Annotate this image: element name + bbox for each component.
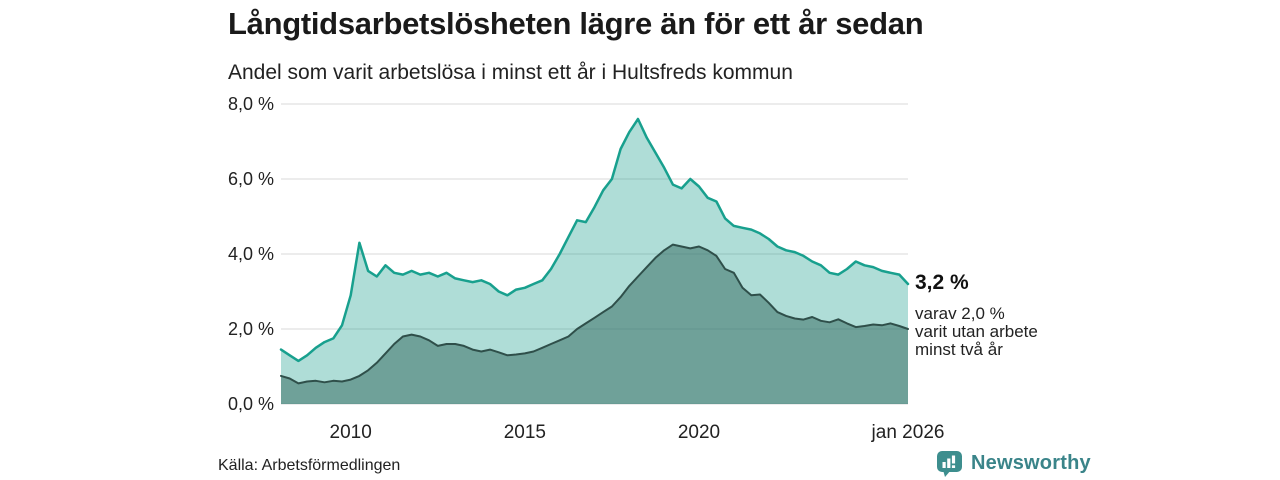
y-axis-tick-label: 4,0 % bbox=[228, 244, 274, 264]
y-axis-tick-label: 2,0 % bbox=[228, 319, 274, 339]
end-value-annotation: 3,2 % varav 2,0 % varit utan arbete mins… bbox=[915, 271, 1075, 359]
line-series-minst-ett-ar bbox=[279, 117, 910, 363]
end-value-detail: varav 2,0 % varit utan arbete minst två … bbox=[915, 305, 1075, 359]
newsworthy-logo: Newsworthy bbox=[936, 450, 1091, 477]
source-note: Källa: Arbetsförmedlingen bbox=[218, 457, 401, 474]
chart-title: Långtidsarbetslösheten lägre än för ett … bbox=[228, 6, 924, 41]
x-axis-tick-label: 2020 bbox=[678, 422, 720, 443]
end-value-detail-line: minst två år bbox=[915, 340, 1003, 359]
end-value-detail-line: varav 2,0 % bbox=[915, 304, 1005, 323]
x-axis-tick-label: jan 2026 bbox=[871, 422, 945, 443]
y-axis-tick-label: 6,0 % bbox=[228, 169, 274, 189]
area-series-minst-tva-ar bbox=[281, 244, 908, 404]
newsworthy-icon bbox=[937, 451, 962, 477]
chart-subtitle: Andel som varit arbetslösa i minst ett å… bbox=[228, 61, 793, 84]
y-axis-tick-label: 8,0 % bbox=[228, 94, 274, 114]
end-value-detail-line: varit utan arbete bbox=[915, 322, 1038, 341]
x-axis-tick-label: 2015 bbox=[504, 422, 546, 443]
newsworthy-wordmark: Newsworthy bbox=[971, 452, 1091, 474]
line-series-minst-tva-ar bbox=[280, 243, 909, 385]
end-value-label: 3,2 % bbox=[915, 271, 969, 294]
y-axis-tick-label: 0,0 % bbox=[228, 394, 274, 414]
x-axis-tick-label: 2010 bbox=[330, 422, 372, 443]
